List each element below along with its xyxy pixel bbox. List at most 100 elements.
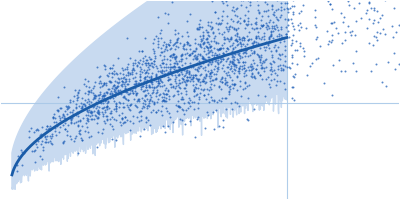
Point xyxy=(113,102,119,105)
Point xyxy=(95,111,101,115)
Point xyxy=(235,26,241,30)
Point xyxy=(218,55,225,58)
Point xyxy=(173,41,180,44)
Point xyxy=(89,118,96,121)
Point xyxy=(178,55,184,58)
Point xyxy=(104,117,110,120)
Point xyxy=(378,13,385,16)
Point xyxy=(208,51,215,54)
Point xyxy=(266,68,273,72)
Point xyxy=(165,65,171,68)
Point xyxy=(183,69,190,72)
Point xyxy=(189,51,196,55)
Point xyxy=(203,60,210,63)
Point xyxy=(237,22,244,25)
Point xyxy=(182,74,188,77)
Point xyxy=(102,94,108,97)
Point xyxy=(258,67,265,70)
Point xyxy=(133,82,140,85)
Point xyxy=(242,81,248,84)
Point xyxy=(226,39,232,42)
Point xyxy=(210,67,217,70)
Point xyxy=(123,91,129,94)
Point xyxy=(205,62,211,65)
Point xyxy=(123,79,129,82)
Point xyxy=(132,82,138,86)
Point xyxy=(275,57,281,60)
Point xyxy=(328,93,335,96)
Point xyxy=(256,11,262,14)
Point xyxy=(206,89,212,92)
Point xyxy=(180,101,187,104)
Point xyxy=(265,42,271,45)
Point xyxy=(132,89,138,93)
Point xyxy=(242,55,248,58)
Point xyxy=(224,73,230,76)
Point xyxy=(139,49,145,52)
Point xyxy=(84,79,91,82)
Point xyxy=(363,12,369,15)
Point xyxy=(118,66,125,69)
Point xyxy=(312,37,319,40)
Point xyxy=(47,129,54,132)
Point xyxy=(104,104,110,107)
Point xyxy=(285,18,292,21)
Point xyxy=(182,52,188,55)
Point xyxy=(220,63,226,66)
Point xyxy=(49,143,56,146)
Point xyxy=(235,67,242,71)
Point xyxy=(212,108,219,111)
Point xyxy=(216,21,222,24)
Point xyxy=(96,74,103,77)
Point xyxy=(151,59,157,62)
Point xyxy=(26,129,32,133)
Point xyxy=(76,89,82,92)
Point xyxy=(345,24,352,27)
Point xyxy=(214,54,221,57)
Point xyxy=(113,118,119,122)
Point xyxy=(282,18,288,21)
Point xyxy=(18,150,25,153)
Point xyxy=(93,115,100,118)
Point xyxy=(83,122,90,125)
Point xyxy=(73,106,79,109)
Point xyxy=(138,96,145,99)
Point xyxy=(113,86,119,89)
Point xyxy=(188,77,194,80)
Point xyxy=(206,46,213,49)
Point xyxy=(209,99,216,102)
Point xyxy=(197,26,204,29)
Point xyxy=(91,105,97,108)
Point xyxy=(172,78,178,81)
Point xyxy=(261,94,268,97)
Point xyxy=(196,97,202,100)
Point xyxy=(290,75,296,78)
Point xyxy=(274,34,281,37)
Point xyxy=(296,11,302,14)
Point xyxy=(214,66,220,70)
Point xyxy=(225,57,232,60)
Point xyxy=(281,81,288,84)
Point xyxy=(45,140,52,143)
Point xyxy=(111,118,118,121)
Point xyxy=(230,57,236,60)
Point xyxy=(275,28,281,32)
Point xyxy=(175,84,182,87)
Point xyxy=(99,96,105,100)
Point xyxy=(214,22,221,25)
Point xyxy=(179,47,186,50)
Point xyxy=(255,41,261,44)
Point xyxy=(75,92,81,95)
Point xyxy=(228,17,234,20)
Point xyxy=(236,60,242,63)
Point xyxy=(107,80,113,83)
Point xyxy=(342,38,348,42)
Point xyxy=(161,41,167,44)
Point xyxy=(288,4,295,8)
Point xyxy=(84,116,90,120)
Point xyxy=(196,28,202,31)
Point xyxy=(62,121,68,124)
Point xyxy=(207,27,214,30)
Point xyxy=(204,45,210,48)
Point xyxy=(174,71,181,74)
